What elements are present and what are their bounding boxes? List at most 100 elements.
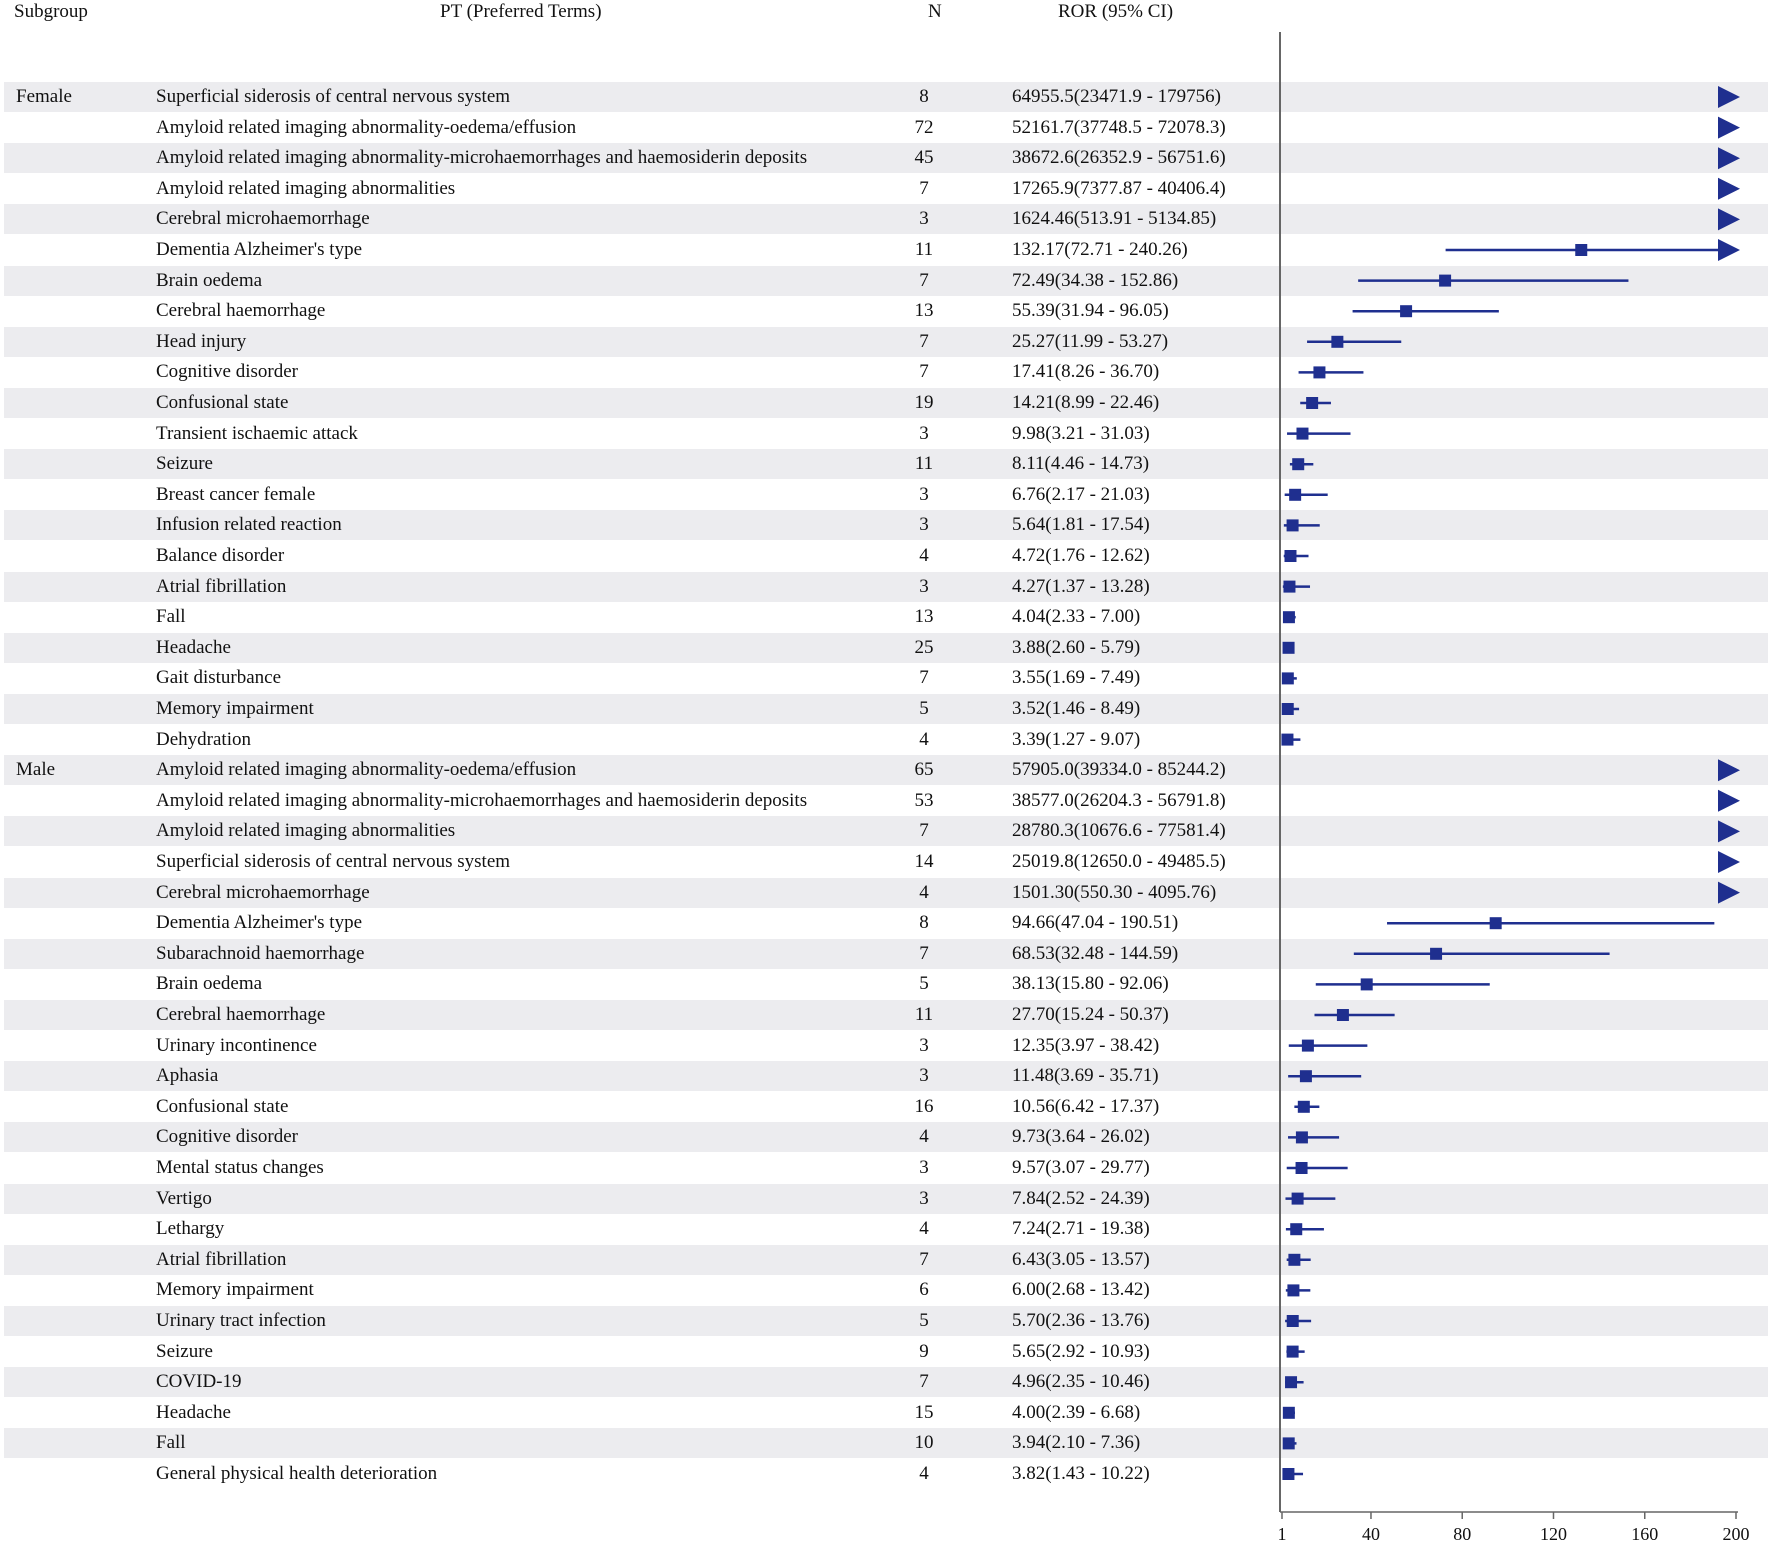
pt-label: Dementia Alzheimer's type	[156, 912, 363, 934]
n-value: 7	[919, 1371, 929, 1393]
ror-ci-value: 28780.3(10676.6 - 77581.4)	[1012, 820, 1226, 842]
table-row: Mental status changes 3 9.57(3.07 - 29.77)	[4, 1153, 1768, 1183]
table-row: Amyloid related imaging abnormalities 7 17…	[4, 174, 1768, 204]
table-row: Dementia Alzheimer's type 11 132.17(72.71 …	[4, 235, 1768, 265]
n-value: 25	[914, 636, 934, 658]
ror-ci-value: 55.39(31.94 - 96.05)	[1012, 300, 1169, 322]
table-row: Gait disturbance 7 3.55(1.69 - 7.49)	[4, 663, 1768, 693]
table-row: Cognitive disorder 4 9.73(3.64 - 26.02)	[4, 1122, 1768, 1153]
n-value: 5	[919, 698, 929, 719]
overflow-arrow	[1718, 116, 1740, 139]
pt-label: Infusion related reaction	[156, 514, 342, 536]
ror-ci-value: 9.57(3.07 - 29.77)	[1012, 1157, 1150, 1178]
n-value: 45	[914, 147, 934, 169]
n-value: 11	[914, 239, 934, 260]
table-row: Cerebral haemorrhage 13 55.39(31.94 - 96.0…	[4, 296, 1768, 326]
pt-label: Cognitive disorder	[156, 1126, 298, 1148]
x-tick-label: 160	[1631, 1524, 1658, 1544]
table-row: Confusional state 16 10.56(6.42 - 17.37)	[4, 1092, 1768, 1122]
point-estimate	[1295, 1162, 1308, 1174]
ror-ci-value: 3.94(2.10 - 7.36)	[1012, 1432, 1141, 1454]
table-row: Lethargy 4 7.24(2.71 - 19.38)	[4, 1214, 1768, 1244]
n-value: 8	[919, 86, 929, 107]
header-pt: PT (Preferred Terms)	[440, 1, 602, 22]
point-estimate	[1575, 244, 1588, 256]
subgroup-label: Male	[16, 759, 56, 781]
ror-ci-value: 27.70(15.24 - 50.37)	[1012, 1004, 1169, 1025]
ror-ci-value: 25019.8(12650.0 - 49485.5)	[1012, 851, 1226, 872]
point-estimate	[1290, 1223, 1303, 1236]
point-estimate	[1430, 947, 1443, 960]
point-estimate	[1286, 1315, 1299, 1327]
ror-ci-value: 6.00(2.68 - 13.42)	[1012, 1279, 1150, 1301]
pt-label: Superficial siderosis of central nervous…	[156, 86, 511, 107]
point-estimate	[1281, 733, 1294, 746]
pt-label: Cerebral microhaemorrhage	[156, 881, 370, 903]
pt-label: Amyloid related imaging abnormalities	[156, 820, 456, 842]
overflow-arrow	[1718, 881, 1740, 904]
n-value: 3	[919, 1065, 929, 1087]
pt-label: Vertigo	[156, 1187, 212, 1209]
n-value: 4	[919, 728, 929, 750]
ror-ci-value: 17265.9(7377.87 - 40406.4)	[1012, 177, 1226, 199]
point-estimate	[1286, 1345, 1299, 1358]
ror-ci-value: 4.96(2.35 - 10.46)	[1012, 1371, 1150, 1393]
header-ror: ROR (95% CI)	[1058, 1, 1174, 22]
ror-ci-value: 7.24(2.71 - 19.38)	[1012, 1218, 1150, 1240]
n-value: 5	[919, 1310, 929, 1331]
ror-ci-value: 6.76(2.17 - 21.03)	[1012, 483, 1150, 505]
pt-label: Cerebral haemorrhage	[156, 300, 326, 322]
table-row: Atrial fibrillation 7 6.43(3.05 - 13.57)	[4, 1244, 1768, 1275]
table-row: General physical health deterioration 4 3.…	[4, 1459, 1768, 1489]
point-estimate	[1289, 488, 1302, 501]
ror-ci-value: 9.73(3.64 - 26.02)	[1012, 1126, 1150, 1148]
ror-ci-value: 10.56(6.42 - 17.37)	[1012, 1095, 1160, 1117]
ror-ci-value: 3.39(1.27 - 9.07)	[1012, 728, 1141, 750]
pt-label: Confusional state	[156, 1095, 289, 1117]
point-estimate	[1291, 1192, 1304, 1205]
table-row: COVID-19 7 4.96(2.35 - 10.46)	[4, 1367, 1768, 1398]
n-value: 7	[919, 177, 929, 199]
ror-ci-value: 64955.5(23471.9 - 179756)	[1012, 86, 1221, 107]
table-row: Urinary incontinence 3 12.35(3.97 - 38.42)	[4, 1031, 1768, 1061]
n-value: 4	[919, 545, 929, 566]
pt-label: Brain oedema	[156, 973, 263, 995]
pt-label: Breast cancer female	[156, 483, 316, 505]
n-value: 7	[919, 1248, 929, 1270]
ror-ci-value: 8.11(4.46 - 14.73)	[1012, 453, 1150, 475]
pt-label: Lethargy	[156, 1218, 225, 1240]
table-row: Cognitive disorder 7 17.41(8.26 - 36.70)	[4, 357, 1768, 387]
point-estimate	[1286, 519, 1299, 532]
header-subgroup: Subgroup	[14, 1, 88, 22]
point-estimate	[1331, 335, 1344, 348]
pt-label: Mental status changes	[156, 1157, 324, 1178]
pt-label: Urinary incontinence	[156, 1034, 317, 1056]
point-estimate	[1282, 611, 1295, 624]
n-value: 65	[914, 759, 934, 781]
pt-label: Seizure	[156, 453, 213, 475]
table-row: Amyloid related imaging abnormalities 7 28…	[4, 816, 1768, 847]
point-estimate	[1282, 641, 1295, 654]
point-estimate	[1284, 550, 1297, 562]
n-value: 7	[919, 330, 929, 352]
table-row: Subarachnoid haemorrhage 7 68.53(32.48 - 1…	[4, 938, 1768, 969]
table-row: Male Amyloid related imaging abnormality-…	[4, 755, 1768, 786]
table-row: Brain oedema 5 38.13(15.80 - 92.06)	[4, 969, 1768, 999]
ror-ci-value: 3.55(1.69 - 7.49)	[1012, 667, 1141, 689]
ror-ci-value: 57905.0(39334.0 - 85244.2)	[1012, 759, 1226, 781]
x-tick-label: 120	[1540, 1524, 1567, 1544]
table-row: Confusional state 19 14.21(8.99 - 22.46)	[4, 388, 1768, 418]
n-value: 4	[919, 1218, 929, 1240]
point-estimate	[1299, 1070, 1312, 1083]
n-value: 7	[919, 820, 929, 842]
ror-ci-value: 38.13(15.80 - 92.06)	[1012, 973, 1169, 995]
table-row: Cerebral microhaemorrhage 4 1501.30(550.30…	[4, 877, 1768, 908]
table-row: Headache 25 3.88(2.60 - 5.79)	[4, 632, 1768, 663]
point-estimate	[1287, 1284, 1300, 1297]
ror-ci-value: 3.82(1.43 - 10.22)	[1012, 1463, 1150, 1484]
n-value: 5	[919, 973, 929, 995]
ror-ci-value: 4.27(1.37 - 13.28)	[1012, 575, 1150, 597]
n-value: 7	[919, 269, 929, 291]
point-estimate	[1306, 397, 1319, 409]
